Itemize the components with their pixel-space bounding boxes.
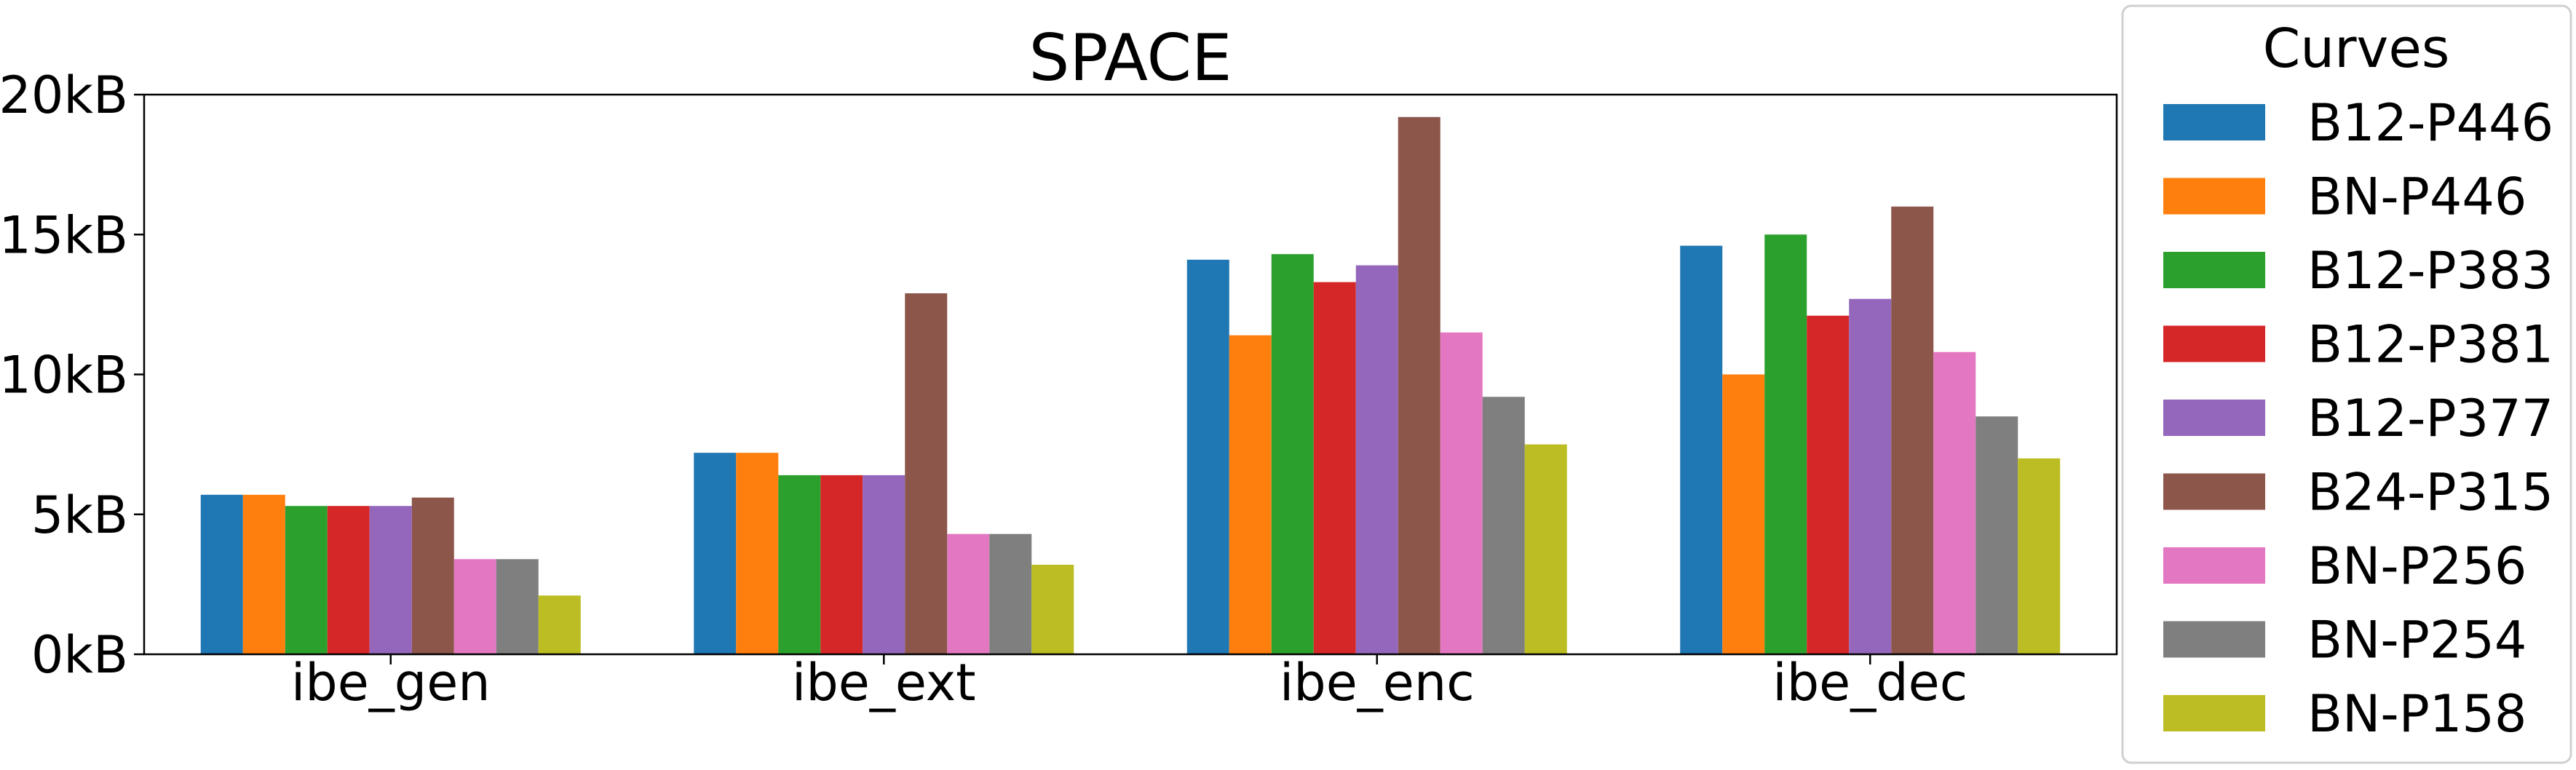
bar-b12-p377-ibe_dec [1849, 298, 1892, 654]
bar-bn-p256-ibe_ext [947, 533, 990, 654]
bar-b12-p446-ibe_enc [1186, 259, 1229, 655]
bar-bn-p254-ibe_enc [1482, 397, 1525, 654]
bar-b12-p446-ibe_gen [200, 494, 243, 654]
bar-b12-p383-ibe_dec [1764, 234, 1807, 654]
bar-b12-p446-ibe_dec [1680, 245, 1723, 654]
bar-bn-p446-ibe_ext [736, 453, 779, 654]
legend-swatch-b24-p315 [2163, 473, 2265, 510]
legend-label-bn-p158: BN-P158 [2307, 684, 2527, 744]
legend-label-b12-p383: B12-P383 [2307, 241, 2553, 301]
bar-bn-p158-ibe_ext [1031, 564, 1074, 654]
bar-b24-p315-ibe_ext [905, 293, 948, 654]
bar-b12-p377-ibe_ext [863, 475, 905, 654]
bar-bn-p446-ibe_enc [1229, 335, 1272, 654]
legend-swatch-bn-p256 [2163, 547, 2265, 584]
legend-swatch-b12-p381 [2163, 325, 2265, 362]
bar-bn-p158-ibe_gen [538, 595, 581, 654]
chart-title: SPACE [1029, 20, 1232, 95]
legend-label-bn-p254: BN-P254 [2307, 611, 2527, 670]
bar-b12-p381-ibe_ext [820, 475, 863, 654]
bar-b12-p377-ibe_enc [1355, 265, 1398, 654]
bar-bn-p256-ibe_dec [1933, 352, 1976, 654]
bar-bn-p446-ibe_dec [1722, 374, 1765, 654]
bar-b12-p383-ibe_ext [778, 475, 821, 654]
bar-bn-p446-ibe_gen [242, 494, 285, 654]
legend-swatch-b12-p383 [2163, 252, 2265, 288]
y-tick-label: 5kB [31, 485, 128, 545]
y-axis: 0kB 5kB 10kB 15kB 20kB [0, 66, 144, 685]
legend: Curves B12-P446 BN-P446 B12-P383 B12-P381 B1… [2121, 4, 2572, 764]
x-tick-label-ibe_ext: ibe_ext [792, 653, 976, 713]
plot-area [143, 93, 2118, 656]
legend-title: Curves [2263, 17, 2450, 80]
legend-swatch-bn-p254 [2163, 621, 2265, 658]
bar-b12-p381-ibe_dec [1807, 315, 1850, 654]
bar-b24-p315-ibe_enc [1398, 116, 1440, 654]
legend-label-b12-p446: B12-P446 [2307, 93, 2553, 153]
y-tick-label: 15kB [0, 205, 128, 265]
bar-bn-p254-ibe_gen [496, 559, 539, 654]
bar-bn-p158-ibe_enc [1524, 444, 1567, 654]
legend-label-bn-p446: BN-P446 [2307, 167, 2527, 227]
y-tick-label: 20kB [0, 66, 128, 125]
bar-b12-p381-ibe_gen [327, 506, 370, 654]
y-tick-label: 0kB [31, 625, 128, 685]
legend-swatch-b12-p446 [2163, 104, 2265, 140]
x-axis: ibe_gen ibe_ext ibe_enc ibe_dec [291, 653, 1967, 713]
x-tick-label-ibe_dec: ibe_dec [1772, 653, 1967, 713]
bar-bn-p254-ibe_ext [989, 533, 1032, 654]
bar-b24-p315-ibe_gen [411, 497, 454, 654]
x-tick-label-ibe_enc: ibe_enc [1280, 653, 1475, 713]
legend-swatch-bn-p158 [2163, 695, 2265, 731]
legend-swatch-bn-p446 [2163, 178, 2265, 215]
legend-label-b24-p315: B24-P315 [2307, 463, 2553, 523]
bar-bn-p254-ibe_dec [1975, 416, 2018, 654]
legend-label-bn-p256: BN-P256 [2307, 536, 2527, 596]
legend-label-b12-p377: B12-P377 [2307, 389, 2553, 448]
legend-swatch-b12-p377 [2163, 400, 2265, 436]
legend-label-b12-p381: B12-P381 [2307, 315, 2553, 375]
bar-b24-p315-ibe_dec [1891, 206, 1934, 654]
bar-b12-p381-ibe_enc [1313, 282, 1356, 654]
bar-bn-p256-ibe_gen [453, 559, 496, 654]
x-tick-label-ibe_gen: ibe_gen [291, 653, 491, 713]
bar-b12-p383-ibe_gen [285, 506, 328, 654]
y-tick-label: 10kB [0, 346, 128, 405]
bar-bn-p256-ibe_enc [1440, 332, 1483, 654]
bar-b12-p377-ibe_gen [369, 506, 412, 654]
bar-bn-p158-ibe_dec [2018, 458, 2061, 654]
bar-b12-p383-ibe_enc [1271, 254, 1314, 654]
bar-b12-p446-ibe_ext [694, 453, 737, 654]
